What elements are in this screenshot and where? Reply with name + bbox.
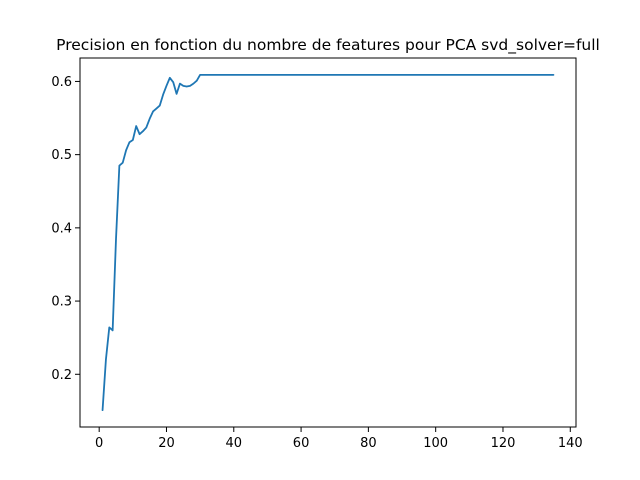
- y-tick-label: 0.5: [51, 148, 72, 163]
- y-axis: 0.2 0.3 0.4 0.5 0.6: [51, 75, 80, 383]
- y-tick-label: 0.6: [51, 75, 72, 90]
- y-tick-label: 0.2: [51, 368, 72, 383]
- x-tick-label: 80: [360, 436, 377, 451]
- plot-area: [101, 73, 555, 412]
- axes-frame: [79, 57, 577, 428]
- x-tick-label: 100: [423, 436, 448, 451]
- series-line: [101, 73, 555, 412]
- chart-title: Precision en fonction du nombre de featu…: [56, 36, 600, 55]
- x-tick-label: 120: [491, 436, 516, 451]
- y-tick-label: 0.3: [51, 295, 72, 310]
- x-tick-label: 60: [293, 436, 310, 451]
- x-tick-label: 0: [95, 436, 103, 451]
- x-tick-label: 140: [558, 436, 583, 451]
- x-tick-label: 20: [158, 436, 175, 451]
- x-axis: 0 20 40 60 80 100 120 140: [95, 427, 583, 451]
- x-tick-label: 40: [226, 436, 243, 451]
- y-tick-label: 0.4: [51, 221, 72, 236]
